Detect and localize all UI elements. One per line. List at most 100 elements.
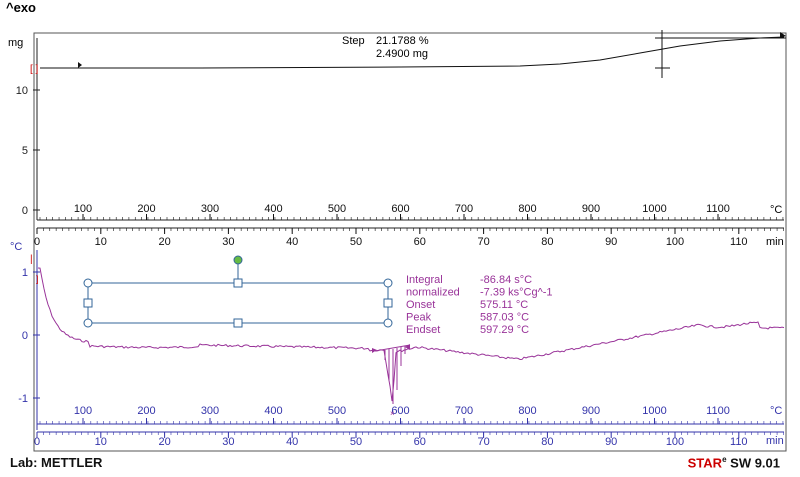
resize-handle-bottom (233, 318, 243, 328)
tga-temp-tick-1000: 1000 (642, 203, 666, 215)
rotate-handle (233, 255, 243, 265)
dsc-time-unit: min (766, 435, 784, 447)
tga-start-marker: [ ] (30, 64, 39, 75)
dsc-temp-tick-200: 200 (137, 405, 155, 417)
tga-time-tick-80: 80 (541, 236, 553, 248)
tga-time-tick-110: 110 (730, 236, 748, 248)
result-value: -86.84 s°C (480, 274, 532, 286)
brand-name: STAR (687, 455, 723, 471)
dsc-y-tick-1: 1 (22, 267, 28, 279)
integration-baseline (374, 344, 411, 352)
result-value: 597.29 °C (480, 324, 529, 336)
evaluation-results: Integral -86.84 s°C normalized -7.39 ks°Cg… (406, 274, 553, 336)
dsc-time-axis: 0 10 20 30 40 50 60 70 80 90 100 110 (34, 432, 784, 448)
tga-y-tick-10: 10 (16, 85, 28, 97)
dsc-time-tick-70: 70 (477, 436, 489, 448)
tga-time-tick-0: 0 (34, 236, 40, 248)
result-label: Onset (406, 299, 435, 311)
tga-y-tick-0: 0 (22, 205, 28, 217)
dsc-temp-unit: °C (770, 405, 782, 417)
dsc-time-tick-40: 40 (286, 436, 298, 448)
tga-right-limit-marker (780, 32, 786, 38)
tga-temp-unit: °C (770, 204, 782, 216)
tga-curve (40, 36, 785, 69)
tga-y-unit: mg (8, 37, 23, 49)
dsc-temp-tick-500: 500 (328, 405, 346, 417)
tga-temp-tick-400: 400 (264, 203, 282, 215)
result-value: -7.39 ks°Cg^-1 (480, 287, 553, 299)
dsc-panel: °C 10-1 100 200 300 400 500 600 700 800 900 1000 1… (10, 241, 785, 448)
dsc-temp-tick-1100: 1100 (706, 405, 730, 417)
software-brand: STARe SW 9.01 (688, 455, 780, 470)
exo-direction-label: ^exo (6, 0, 36, 15)
dsc-time-tick-100: 100 (666, 436, 684, 448)
dsc-start-marker: | (30, 254, 33, 265)
tga-time-tick-90: 90 (605, 236, 617, 248)
result-value: 587.03 °C (480, 312, 529, 324)
tga-time-tick-40: 40 (286, 236, 298, 248)
dsc-time-tick-10: 10 (95, 436, 107, 448)
dsc-curve (37, 267, 785, 402)
resize-handle-bottom-left (83, 318, 93, 328)
plot-frame (33, 32, 787, 452)
tga-temp-tick-700: 700 (455, 203, 473, 215)
dsc-time-tick-50: 50 (350, 436, 362, 448)
tga-temperature-axis: 100 200 300 400 500 600 700 800 900 1000 1100 (39, 203, 784, 220)
dsc-start-bracket: ] (36, 274, 39, 284)
brand-version: SW 9.01 (726, 455, 780, 471)
tga-temp-tick-600: 600 (391, 203, 409, 215)
tga-y-tick-5: 5 (22, 145, 28, 157)
dsc-time-tick-60: 60 (414, 436, 426, 448)
dsc-time-tick-0: 0 (34, 436, 40, 448)
tga-temp-tick-800: 800 (518, 203, 536, 215)
dsc-time-tick-20: 20 (158, 436, 170, 448)
step-label: Step (342, 35, 365, 47)
tga-temp-tick-100: 100 (74, 203, 92, 215)
step-percent: 21.1788 % (376, 35, 429, 47)
dsc-temp-tick-300: 300 (201, 405, 219, 417)
tga-time-unit: min (766, 236, 784, 248)
dsc-temp-tick-400: 400 (264, 405, 282, 417)
selection-box[interactable] (83, 255, 393, 328)
result-label: Integral (406, 274, 443, 286)
dsc-time-tick-80: 80 (541, 436, 553, 448)
tga-time-axis: 0 10 20 30 40 50 60 70 80 90 100 110 (34, 228, 784, 248)
tga-time-tick-60: 60 (414, 236, 426, 248)
integration-hatch (384, 346, 406, 404)
tga-time-tick-100: 100 (666, 236, 684, 248)
dsc-y-tick--1: -1 (18, 393, 28, 405)
tga-time-tick-30: 30 (222, 236, 234, 248)
integration-left-marker (372, 348, 377, 353)
tga-time-tick-20: 20 (158, 236, 170, 248)
result-value: 575.11 °C (480, 299, 528, 311)
dsc-temp-tick-700: 700 (455, 405, 473, 417)
lab-label: Lab: METTLER (10, 455, 103, 470)
dsc-time-tick-110: 110 (730, 436, 748, 448)
peak-marker: × (390, 409, 395, 418)
resize-handle-top-right (383, 278, 393, 288)
result-label: normalized (406, 287, 460, 299)
tga-left-limit-marker (78, 62, 82, 68)
dsc-temp-tick-900: 900 (582, 405, 600, 417)
resize-handle-top-left (83, 278, 93, 288)
brand-superscript: e (722, 455, 727, 464)
dsc-time-tick-90: 90 (605, 436, 617, 448)
dsc-y-axis: 1 0 -1 (18, 267, 40, 405)
dsc-y-tick-0: 0 (22, 330, 28, 342)
tga-time-tick-70: 70 (477, 236, 489, 248)
resize-handle-top (233, 278, 243, 288)
step-mass: 2.4900 mg (376, 48, 428, 60)
tga-temp-tick-1100: 1100 (706, 203, 730, 215)
result-label: Endset (406, 324, 440, 336)
dsc-temp-tick-800: 800 (518, 405, 536, 417)
dsc-time-tick-30: 30 (222, 436, 234, 448)
tga-temp-tick-900: 900 (582, 203, 600, 215)
resize-handle-bottom-right (383, 318, 393, 328)
dsc-temperature-axis: 100 200 300 400 500 600 700 800 900 1000 1100 (39, 405, 784, 424)
dsc-temp-tick-1000: 1000 (642, 405, 666, 417)
tga-y-axis: 10 5 0 (16, 85, 40, 217)
dsc-temp-tick-100: 100 (74, 405, 92, 417)
